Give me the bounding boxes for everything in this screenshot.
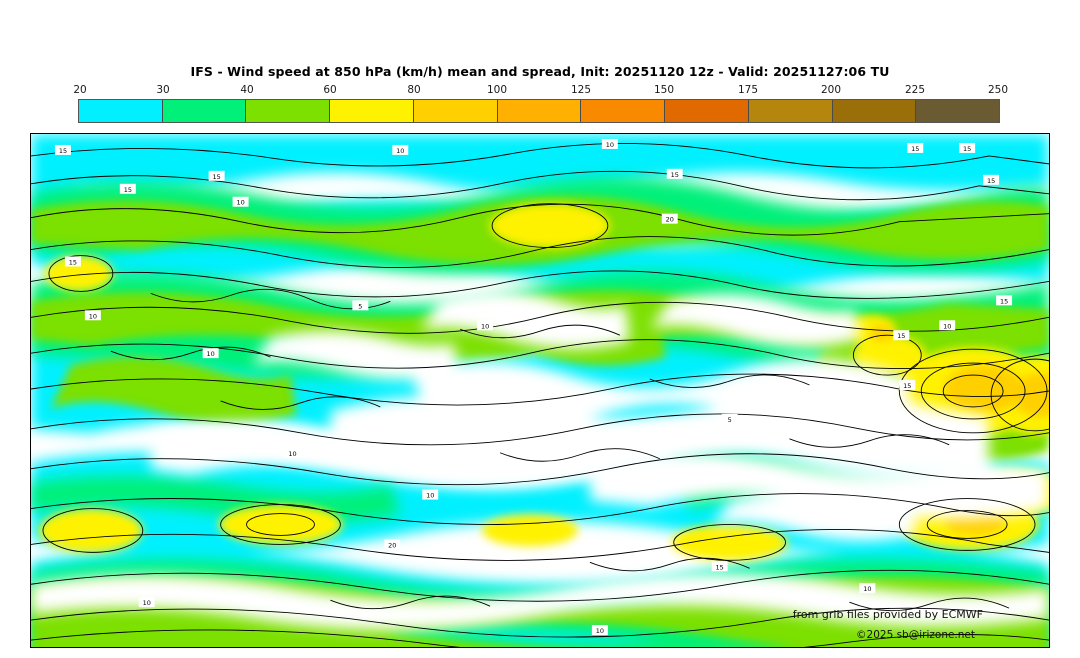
colorbar-tick-225: 225 [904, 84, 926, 96]
svg-text:15: 15 [903, 382, 911, 390]
colorbar-segment-125-150 [581, 100, 666, 122]
colorbar [78, 99, 1000, 123]
svg-text:10: 10 [207, 350, 215, 358]
svg-text:15: 15 [213, 173, 221, 181]
colorbar-tick-30: 30 [156, 84, 170, 96]
svg-text:20: 20 [388, 541, 396, 549]
svg-text:10: 10 [606, 141, 614, 149]
copyright-credit: ©2025 sb@irizone.net [856, 629, 975, 641]
svg-text:5: 5 [728, 416, 732, 424]
colorbar-tick-200: 200 [820, 84, 842, 96]
svg-text:15: 15 [69, 258, 77, 266]
colorbar-segment-100-125 [497, 100, 582, 122]
colorbar-tick-80: 80 [407, 84, 421, 96]
svg-text:10: 10 [481, 322, 489, 330]
colorbar-tick-150: 150 [653, 84, 675, 96]
svg-text:10: 10 [236, 199, 244, 207]
svg-text:10: 10 [143, 599, 151, 607]
data-source-credit: from grib files provided by ECMWF [792, 608, 983, 621]
wind-speed-shading: 15 15 15 10 [31, 134, 1049, 647]
colorbar-segment-175-200 [748, 100, 833, 122]
colorbar-tick-40: 40 [240, 84, 254, 96]
colorbar-segment-225-250 [916, 100, 1000, 122]
svg-text:10: 10 [863, 585, 871, 593]
colorbar-tick-20: 20 [73, 84, 87, 96]
colorbar-segment-20-30 [79, 100, 163, 122]
colorbar-segment-80-100 [413, 100, 498, 122]
contour-labels: 15 15 15 10 [54, 138, 1013, 635]
page-title: IFS - Wind speed at 850 hPa (km/h) mean … [190, 64, 890, 79]
svg-text:15: 15 [963, 145, 971, 153]
svg-text:15: 15 [897, 332, 905, 340]
colorbar-tick-labels: 20 30 40 60 80 100 125 150 175 200 225 2… [73, 84, 1008, 98]
svg-text:10: 10 [596, 627, 604, 635]
svg-text:15: 15 [987, 177, 995, 185]
colorbar-segment-40-60 [246, 100, 331, 122]
svg-text:15: 15 [59, 147, 67, 155]
svg-text:5: 5 [358, 302, 362, 310]
svg-text:10: 10 [288, 450, 296, 458]
colorbar-tick-250: 250 [987, 84, 1009, 96]
svg-text:15: 15 [911, 145, 919, 153]
svg-text:15: 15 [124, 186, 132, 194]
map-svg: 15 15 15 10 [31, 134, 1049, 647]
svg-text:15: 15 [1000, 297, 1008, 305]
svg-text:10: 10 [396, 147, 404, 155]
colorbar-segment-30-40 [162, 100, 247, 122]
spread-contours [31, 143, 1049, 647]
colorbar-segment-200-225 [832, 100, 917, 122]
colorbar-segment-150-175 [665, 100, 749, 122]
svg-text:15: 15 [716, 563, 724, 571]
colorbar-tick-100: 100 [486, 84, 508, 96]
colorbar-gradient [78, 99, 1000, 123]
colorbar-tick-125: 125 [570, 84, 592, 96]
svg-text:15: 15 [671, 171, 679, 179]
colorbar-tick-175: 175 [737, 84, 759, 96]
svg-text:10: 10 [426, 492, 434, 500]
colorbar-segment-60-80 [330, 100, 414, 122]
svg-text:10: 10 [943, 322, 951, 330]
colorbar-tick-60: 60 [323, 84, 337, 96]
svg-text:20: 20 [666, 216, 674, 224]
map-canvas: 15 15 15 10 [30, 133, 1050, 648]
svg-text:10: 10 [89, 312, 97, 320]
